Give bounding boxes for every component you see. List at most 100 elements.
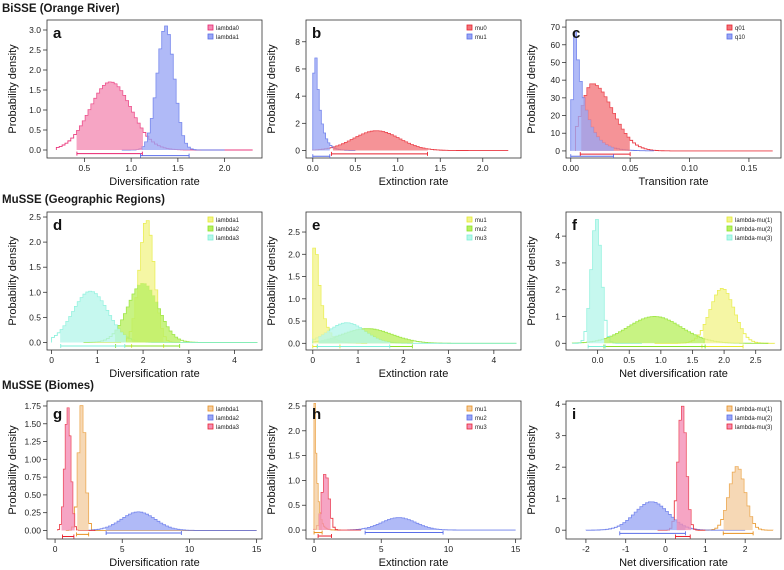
y-tick-label: 0.50 [24, 490, 41, 500]
y-tick-label: 30 [551, 93, 561, 103]
x-tick-label: 1.0 [392, 163, 404, 173]
panel-d: 0 1 2 3 4 0.0 0.5 1.0 1.5 2.0 2.5 Diversification r… [7, 211, 263, 380]
y-tick-label: 2.5 [29, 45, 41, 55]
series-hpd-fill-lambda-mu(2) [604, 316, 705, 344]
legend-swatch-mu2 [466, 225, 473, 232]
x-axis-label: Diversification rate [109, 557, 199, 569]
y-tick-label: 2.0 [288, 249, 300, 259]
y-tick-label: 1.25 [24, 437, 41, 447]
y-tick-label: 2.5 [29, 212, 41, 222]
x-tick-label: 4 [232, 355, 237, 365]
panel-letter: i [572, 406, 576, 423]
y-tick-label: 1.0 [288, 294, 300, 304]
panel-letter: b [312, 25, 321, 42]
legend-swatch-lambda3 [207, 234, 214, 241]
series-hpd-fill-lambda2 [114, 283, 181, 343]
y-tick-label: 0.0 [288, 338, 300, 348]
series-hpd-fill-lambda-mu(3) [676, 406, 692, 531]
section-title-bisse: BiSSE (Orange River) [2, 3, 120, 15]
legend-swatch-mu3 [466, 423, 473, 430]
plot-frame [46, 19, 263, 159]
y-tick-label: 0 [295, 146, 300, 156]
y-tick-label: 60 [551, 40, 561, 50]
y-axis-label: Probability density [526, 44, 538, 134]
panel-letter: e [312, 217, 320, 234]
y-tick-label: 0.5 [29, 125, 41, 135]
legend-swatch-mu0 [466, 24, 473, 31]
y-tick-label: 1.0 [288, 475, 300, 485]
series-hpd-fill-lambda1 [141, 26, 191, 151]
x-tick-label: 0.5 [78, 163, 90, 173]
x-tick-label: 0.5 [349, 163, 361, 173]
legend-swatch-mu1 [466, 405, 473, 412]
y-tick-label: 1.5 [29, 85, 41, 95]
plot-area [312, 247, 517, 349]
y-tick-label: 0.0 [288, 525, 300, 535]
x-tick-label: 2.0 [718, 355, 730, 365]
x-axis-label: Extinction rate [379, 557, 449, 569]
section-title-musse-geographic: MuSSE (Geographic Regions) [2, 194, 165, 206]
x-tick-label: 0.15 [741, 163, 758, 173]
x-axis-label: Net diversification rate [619, 557, 728, 569]
x-axis-label: Extinction rate [379, 368, 449, 380]
section-title-musse-biomes: MuSSE (Biomes) [2, 380, 94, 392]
x-axis-label: Diversification rate [109, 368, 199, 380]
panel-e: 0 1 2 3 4 0.0 0.5 1.0 1.5 2.0 2.5 Extinction rate Pr… [266, 211, 522, 380]
x-tick-label: 2.0 [477, 163, 489, 173]
legend-label-mu3: mu3 [475, 236, 487, 242]
x-tick-label: 10 [444, 544, 454, 554]
y-axis-label: Probability density [7, 44, 19, 134]
x-tick-label: 0.5 [623, 355, 635, 365]
legend-swatch-mu2 [466, 414, 473, 421]
plot-area [313, 403, 516, 539]
x-tick-label: 0.10 [681, 163, 698, 173]
x-tick-label: 2 [401, 355, 406, 365]
y-tick-label: 0.25 [24, 508, 41, 518]
x-tick-label: 0 [312, 544, 317, 554]
legend-label-lambda-mu(2): lambda-mu(2) [735, 416, 772, 422]
y-tick-label: 2.0 [288, 426, 300, 436]
series-hpd-fill-lambda-mu(1) [723, 466, 753, 531]
x-tick-label: 1 [356, 355, 361, 365]
y-tick-label: 1.5 [288, 272, 300, 282]
legend-swatch-lambda-mu(3) [726, 234, 733, 241]
y-tick-label: 70 [551, 22, 561, 32]
y-tick-label: 0 [555, 525, 560, 535]
panel-f: 0.0 0.5 1.0 1.5 2.0 2.5 0 1 2 3 4 Net diversificati… [526, 211, 782, 380]
panel-letter: g [53, 406, 62, 423]
plot-frame [565, 211, 782, 351]
y-tick-label: 6 [295, 64, 300, 74]
y-tick-label: 1.0 [29, 105, 41, 115]
plot-frame [305, 400, 522, 540]
legend-label-q01: q01 [735, 26, 746, 32]
y-tick-label: 20 [551, 111, 561, 121]
plot-frame [565, 400, 782, 540]
legend-label-mu1: mu1 [475, 218, 487, 224]
y-tick-label: 1 [555, 494, 560, 504]
legend-label-mu2: mu2 [475, 416, 487, 422]
x-tick-label: 0.05 [622, 163, 639, 173]
x-axis-label: Net diversification rate [619, 368, 728, 380]
legend-swatch-lambda-mu(1) [726, 405, 733, 412]
legend-label-mu2: mu2 [475, 227, 487, 233]
plot-frame [305, 19, 522, 159]
x-tick-label: 0 [53, 544, 58, 554]
legend-label-mu0: mu0 [475, 26, 487, 32]
x-tick-label: 2.0 [219, 163, 231, 173]
panel-letter: f [572, 217, 578, 234]
legend-swatch-q01 [726, 24, 733, 31]
x-tick-label: 10 [185, 544, 195, 554]
x-axis-label: Transition rate [639, 176, 709, 188]
series-hpd-fill-q10 [570, 32, 614, 151]
x-tick-label: 2.5 [750, 355, 762, 365]
x-tick-label: -2 [582, 544, 590, 554]
y-tick-label: 1.50 [24, 419, 41, 429]
legend-swatch-lambda-mu(2) [726, 414, 733, 421]
legend-label-lambda-mu(1): lambda-mu(1) [735, 407, 772, 413]
y-tick-label: 0.5 [288, 500, 300, 510]
x-tick-label: 0 [310, 355, 315, 365]
x-tick-label: -1 [622, 544, 630, 554]
x-tick-label: 5 [120, 544, 125, 554]
panel-c: 0.00 0.05 0.10 0.15 0 10 20 30 40 50 60 70 Transitio… [526, 19, 782, 188]
y-tick-label: 2.5 [288, 401, 300, 411]
